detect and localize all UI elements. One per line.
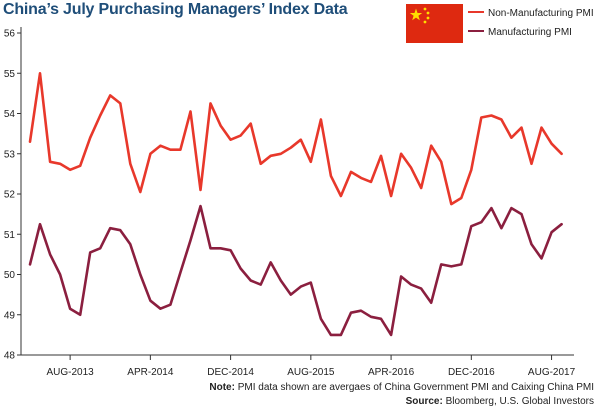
footnotes: Note: PMI data shown are avergaes of Chi… xyxy=(209,381,594,409)
x-tick-label: APR-2016 xyxy=(368,367,415,378)
legend-label-manufacturing: Manufacturing PMI xyxy=(488,27,572,38)
y-axis: 48 49 50 51 52 53 54 55 56 xyxy=(4,27,22,362)
legend-label-non-manufacturing: Non-Manufacturing PMI xyxy=(488,8,594,19)
y-tick-label: 50 xyxy=(4,270,16,281)
chart-title: China’s July Purchasing Managers’ Index … xyxy=(3,1,348,18)
series-lines xyxy=(28,72,563,337)
source-text: Bloomberg, U.S. Global Investors xyxy=(445,396,594,407)
legend: Non-Manufacturing PMI Manufacturing PMI xyxy=(406,4,594,43)
x-axis: AUG-2013 APR-2014 DEC-2014 AUG-2015 APR-2016… xyxy=(21,354,576,378)
y-tick-label: 51 xyxy=(4,230,16,241)
y-tick-label: 48 xyxy=(4,351,16,362)
y-tick-label: 52 xyxy=(4,190,16,201)
y-tick-label: 49 xyxy=(4,310,16,321)
series-line-non-manufacturing-pmi xyxy=(28,72,563,206)
y-tick-label: 53 xyxy=(4,149,16,160)
source-label: Source: xyxy=(405,396,443,407)
x-tick-label: AUG-2017 xyxy=(528,367,576,378)
note-label: Note: xyxy=(209,382,235,393)
x-tick-label: DEC-2016 xyxy=(448,367,495,378)
series-line-manufacturing-pmi xyxy=(28,204,563,337)
x-tick-label: AUG-2015 xyxy=(287,367,335,378)
x-tick-label: APR-2014 xyxy=(127,367,174,378)
x-tick-label: AUG-2013 xyxy=(46,367,94,378)
source-line: Source: Bloomberg, U.S. Global Investors xyxy=(209,395,594,409)
y-tick-label: 56 xyxy=(4,29,16,40)
china-flag-icon xyxy=(406,4,463,43)
note-text: PMI data shown are avergaes of China Gov… xyxy=(237,382,594,393)
y-tick-label: 54 xyxy=(4,109,16,120)
y-tick-label: 55 xyxy=(4,69,16,80)
x-tick-label: DEC-2014 xyxy=(207,367,254,378)
note-line: Note: PMI data shown are avergaes of Chi… xyxy=(209,381,594,395)
